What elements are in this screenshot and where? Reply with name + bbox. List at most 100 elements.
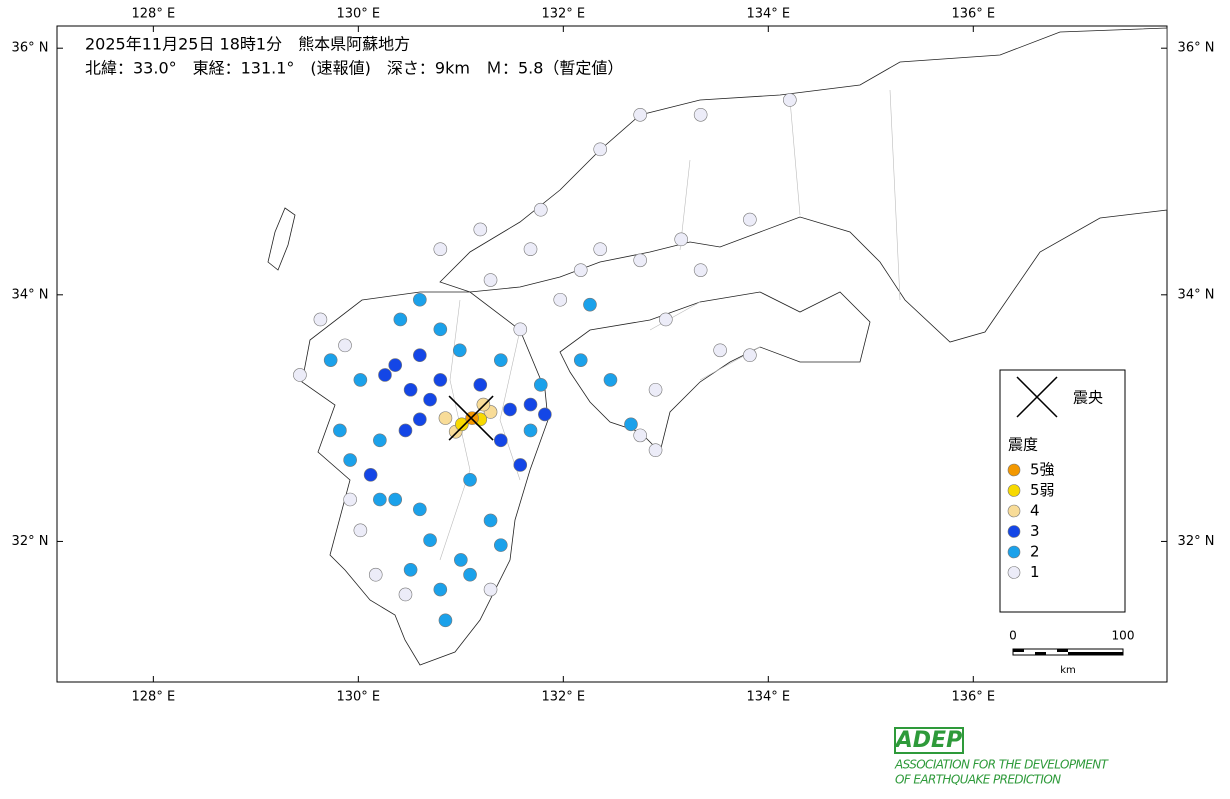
station xyxy=(693,263,708,277)
station xyxy=(388,358,403,372)
station xyxy=(476,397,491,412)
station xyxy=(363,468,378,482)
legend-label: 1 xyxy=(1030,563,1040,581)
station xyxy=(433,582,448,597)
station xyxy=(493,538,508,552)
station xyxy=(693,107,708,122)
station xyxy=(473,378,488,392)
station xyxy=(373,433,387,448)
station xyxy=(633,107,647,122)
station xyxy=(503,402,517,417)
station xyxy=(398,423,413,438)
station xyxy=(603,373,618,387)
station xyxy=(293,368,307,382)
station xyxy=(483,582,498,597)
station xyxy=(452,343,467,358)
station xyxy=(343,453,357,467)
legend-label: 5弱 xyxy=(1030,481,1055,499)
legend-label: 3 xyxy=(1030,522,1040,540)
station xyxy=(413,502,427,517)
station xyxy=(783,93,797,107)
station xyxy=(343,492,357,507)
station xyxy=(659,312,673,327)
station xyxy=(353,373,368,387)
station xyxy=(523,423,538,438)
title: 2025年11月25日 18時1分 熊本県阿蘇地方 xyxy=(85,35,410,54)
station xyxy=(713,343,727,358)
station xyxy=(743,348,757,363)
station xyxy=(433,322,448,337)
scale-bar-fill xyxy=(1013,649,1123,655)
station xyxy=(433,373,448,387)
station xyxy=(493,353,508,367)
x-tick-label: 130° E xyxy=(336,7,380,22)
station xyxy=(313,312,328,327)
station xyxy=(583,297,597,312)
logo: ADEP ASSOCIATION FOR THE DEVELOPMENT OF … xyxy=(894,727,1110,787)
logo-line: ASSOCIATION FOR THE DEVELOPMENT xyxy=(894,758,1110,772)
y-tick-label: 36° N xyxy=(12,41,49,56)
legend-label: 2 xyxy=(1030,543,1040,561)
y-tick-label: 36° N xyxy=(1178,41,1215,56)
station xyxy=(403,382,418,397)
scale-tick: 0 xyxy=(1009,629,1017,643)
station xyxy=(523,397,538,412)
scale-tick: 100 xyxy=(1112,629,1135,643)
station xyxy=(378,368,392,382)
station xyxy=(533,378,548,392)
legend-swatch xyxy=(1007,463,1021,477)
station xyxy=(513,322,528,337)
x-tick-label: 132° E xyxy=(541,690,585,705)
station xyxy=(338,338,352,353)
x-tick-label: 130° E xyxy=(336,690,380,705)
y-tick-label: 34° N xyxy=(12,287,49,302)
station xyxy=(743,212,757,227)
x-tick-label: 132° E xyxy=(541,7,585,22)
x-tick-label: 134° E xyxy=(746,7,790,22)
station xyxy=(593,242,608,256)
station xyxy=(333,423,347,438)
legend-label: 5強 xyxy=(1030,461,1055,479)
station xyxy=(648,443,663,457)
station xyxy=(463,567,477,582)
legend-swatch xyxy=(1007,504,1021,518)
station xyxy=(323,353,338,367)
station xyxy=(463,472,477,487)
station xyxy=(624,417,638,432)
legend-box xyxy=(999,369,1126,613)
station xyxy=(633,253,647,268)
stations xyxy=(293,93,797,628)
scale-unit: km xyxy=(1060,665,1076,676)
station xyxy=(413,412,427,427)
logo-line: OF EARTHQUAKE PREDICTION xyxy=(895,773,1061,787)
legend-swatch xyxy=(1007,484,1021,497)
station xyxy=(553,292,568,307)
station xyxy=(523,242,538,256)
station xyxy=(433,242,448,256)
logo-box xyxy=(894,727,964,754)
station xyxy=(423,533,437,547)
station xyxy=(353,523,368,538)
station xyxy=(533,202,548,217)
station xyxy=(373,492,387,507)
epicenter xyxy=(448,395,494,441)
y-tick-label: 34° N xyxy=(1178,287,1215,302)
station xyxy=(493,433,508,448)
station xyxy=(538,407,552,422)
station xyxy=(388,492,403,507)
station xyxy=(483,513,498,528)
station xyxy=(573,353,588,367)
station xyxy=(593,142,608,157)
legend-swatch xyxy=(1007,525,1021,538)
x-tick-label: 136° E xyxy=(951,690,995,705)
tsushima xyxy=(267,207,296,271)
x-tick-label: 128° E xyxy=(132,690,176,705)
station xyxy=(473,222,488,237)
station xyxy=(455,417,469,432)
station xyxy=(413,348,427,363)
legend-title: 震度 xyxy=(1008,436,1038,454)
x-tick-label: 128° E xyxy=(132,7,176,22)
station xyxy=(573,263,588,277)
legend-epicenter-symbol xyxy=(1016,376,1058,418)
